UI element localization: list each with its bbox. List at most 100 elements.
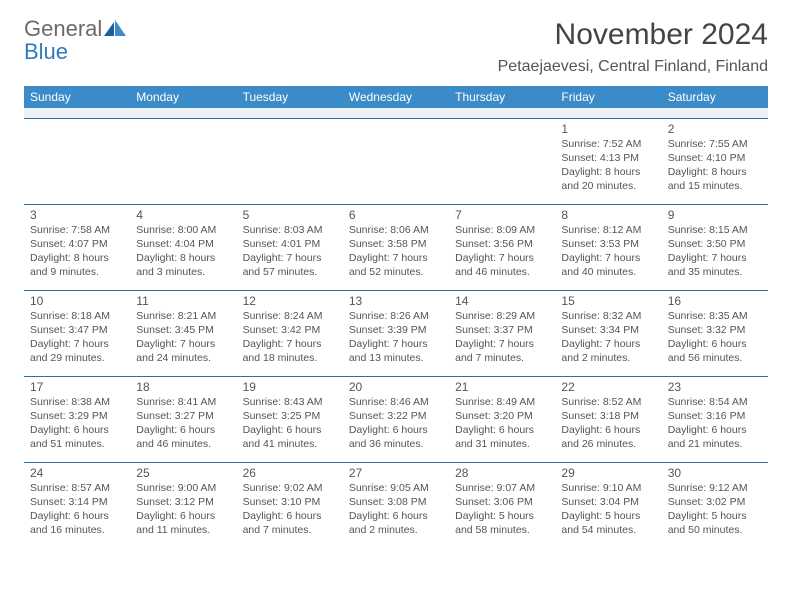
sunrise-line: Sunrise: 7:52 AM: [561, 137, 655, 151]
day-number: 27: [349, 466, 443, 480]
sunset-line: Sunset: 3:34 PM: [561, 323, 655, 337]
sunrise-line: Sunrise: 8:35 AM: [668, 309, 762, 323]
sunset-line: Sunset: 3:32 PM: [668, 323, 762, 337]
daylight-line: and 58 minutes.: [455, 523, 549, 537]
daylight-line: Daylight: 7 hours: [668, 251, 762, 265]
daylight-line: Daylight: 6 hours: [349, 423, 443, 437]
location-label: Petaejaevesi, Central Finland, Finland: [498, 58, 768, 76]
day-number: 8: [561, 208, 655, 222]
daylight-line: and 18 minutes.: [243, 351, 337, 365]
daylight-line: Daylight: 7 hours: [136, 337, 230, 351]
header: General Blue November 2024 Petaejaevesi,…: [24, 18, 768, 80]
day-number: 17: [30, 380, 124, 394]
day-header: Tuesday: [237, 86, 343, 108]
calendar-day-cell: 28Sunrise: 9:07 AMSunset: 3:06 PMDayligh…: [449, 462, 555, 548]
calendar-day-cell: 29Sunrise: 9:10 AMSunset: 3:04 PMDayligh…: [555, 462, 661, 548]
sunset-line: Sunset: 4:04 PM: [136, 237, 230, 251]
sunrise-line: Sunrise: 8:38 AM: [30, 395, 124, 409]
daylight-line: and 20 minutes.: [561, 179, 655, 193]
sunset-line: Sunset: 3:10 PM: [243, 495, 337, 509]
brand-part1: General: [24, 16, 102, 41]
sunset-line: Sunset: 3:25 PM: [243, 409, 337, 423]
day-number: 13: [349, 294, 443, 308]
daylight-line: and 36 minutes.: [349, 437, 443, 451]
daylight-line: Daylight: 7 hours: [243, 337, 337, 351]
daylight-line: and 46 minutes.: [455, 265, 549, 279]
sunset-line: Sunset: 4:01 PM: [243, 237, 337, 251]
daylight-line: and 54 minutes.: [561, 523, 655, 537]
day-number: 5: [243, 208, 337, 222]
daylight-line: and 16 minutes.: [30, 523, 124, 537]
sunrise-line: Sunrise: 9:07 AM: [455, 481, 549, 495]
daylight-line: and 7 minutes.: [455, 351, 549, 365]
sunrise-line: Sunrise: 8:24 AM: [243, 309, 337, 323]
day-number: 29: [561, 466, 655, 480]
daylight-line: Daylight: 6 hours: [561, 423, 655, 437]
daylight-line: Daylight: 7 hours: [455, 251, 549, 265]
calendar-day-cell: 12Sunrise: 8:24 AMSunset: 3:42 PMDayligh…: [237, 290, 343, 376]
calendar-day-cell: 11Sunrise: 8:21 AMSunset: 3:45 PMDayligh…: [130, 290, 236, 376]
sunrise-line: Sunrise: 9:00 AM: [136, 481, 230, 495]
daylight-line: Daylight: 8 hours: [561, 165, 655, 179]
sunset-line: Sunset: 3:53 PM: [561, 237, 655, 251]
calendar-empty-cell: [343, 118, 449, 204]
calendar-day-cell: 8Sunrise: 8:12 AMSunset: 3:53 PMDaylight…: [555, 204, 661, 290]
day-number: 15: [561, 294, 655, 308]
sunset-line: Sunset: 3:42 PM: [243, 323, 337, 337]
sunset-line: Sunset: 3:20 PM: [455, 409, 549, 423]
calendar-table: Sunday Monday Tuesday Wednesday Thursday…: [24, 86, 768, 548]
daylight-line: Daylight: 6 hours: [243, 423, 337, 437]
sunset-line: Sunset: 3:08 PM: [349, 495, 443, 509]
calendar-empty-cell: [237, 118, 343, 204]
calendar-day-cell: 1Sunrise: 7:52 AMSunset: 4:13 PMDaylight…: [555, 118, 661, 204]
sunrise-line: Sunrise: 7:55 AM: [668, 137, 762, 151]
calendar-day-cell: 30Sunrise: 9:12 AMSunset: 3:02 PMDayligh…: [662, 462, 768, 548]
day-number: 24: [30, 466, 124, 480]
sunset-line: Sunset: 3:22 PM: [349, 409, 443, 423]
sunrise-line: Sunrise: 8:52 AM: [561, 395, 655, 409]
sunrise-line: Sunrise: 8:12 AM: [561, 223, 655, 237]
day-header: Thursday: [449, 86, 555, 108]
daylight-line: and 41 minutes.: [243, 437, 337, 451]
sunrise-line: Sunrise: 8:03 AM: [243, 223, 337, 237]
calendar-week-row: 17Sunrise: 8:38 AMSunset: 3:29 PMDayligh…: [24, 376, 768, 462]
calendar-day-cell: 4Sunrise: 8:00 AMSunset: 4:04 PMDaylight…: [130, 204, 236, 290]
day-number: 10: [30, 294, 124, 308]
calendar-day-cell: 13Sunrise: 8:26 AMSunset: 3:39 PMDayligh…: [343, 290, 449, 376]
daylight-line: Daylight: 6 hours: [136, 423, 230, 437]
day-number: 23: [668, 380, 762, 394]
day-header: Friday: [555, 86, 661, 108]
day-number: 11: [136, 294, 230, 308]
daylight-line: and 7 minutes.: [243, 523, 337, 537]
day-number: 9: [668, 208, 762, 222]
daylight-line: Daylight: 6 hours: [136, 509, 230, 523]
sunrise-line: Sunrise: 8:29 AM: [455, 309, 549, 323]
calendar-week-row: 1Sunrise: 7:52 AMSunset: 4:13 PMDaylight…: [24, 118, 768, 204]
sunrise-line: Sunrise: 8:49 AM: [455, 395, 549, 409]
sunrise-line: Sunrise: 8:46 AM: [349, 395, 443, 409]
daylight-line: Daylight: 6 hours: [349, 509, 443, 523]
calendar-empty-cell: [24, 118, 130, 204]
calendar-day-cell: 16Sunrise: 8:35 AMSunset: 3:32 PMDayligh…: [662, 290, 768, 376]
day-header-row: Sunday Monday Tuesday Wednesday Thursday…: [24, 86, 768, 108]
month-title: November 2024: [498, 18, 768, 52]
sunrise-line: Sunrise: 8:43 AM: [243, 395, 337, 409]
daylight-line: Daylight: 7 hours: [561, 251, 655, 265]
daylight-line: and 11 minutes.: [136, 523, 230, 537]
day-number: 3: [30, 208, 124, 222]
calendar-day-cell: 15Sunrise: 8:32 AMSunset: 3:34 PMDayligh…: [555, 290, 661, 376]
day-header: Saturday: [662, 86, 768, 108]
sunrise-line: Sunrise: 8:15 AM: [668, 223, 762, 237]
sunrise-line: Sunrise: 8:41 AM: [136, 395, 230, 409]
daylight-line: and 50 minutes.: [668, 523, 762, 537]
sail-icon: [104, 20, 126, 41]
calendar-day-cell: 2Sunrise: 7:55 AMSunset: 4:10 PMDaylight…: [662, 118, 768, 204]
daylight-line: Daylight: 7 hours: [349, 337, 443, 351]
calendar-day-cell: 3Sunrise: 7:58 AMSunset: 4:07 PMDaylight…: [24, 204, 130, 290]
daylight-line: Daylight: 5 hours: [668, 509, 762, 523]
sunrise-line: Sunrise: 9:10 AM: [561, 481, 655, 495]
calendar-body: 1Sunrise: 7:52 AMSunset: 4:13 PMDaylight…: [24, 118, 768, 548]
brand-logo-text: General Blue: [24, 18, 126, 64]
day-header: Monday: [130, 86, 236, 108]
calendar-day-cell: 26Sunrise: 9:02 AMSunset: 3:10 PMDayligh…: [237, 462, 343, 548]
